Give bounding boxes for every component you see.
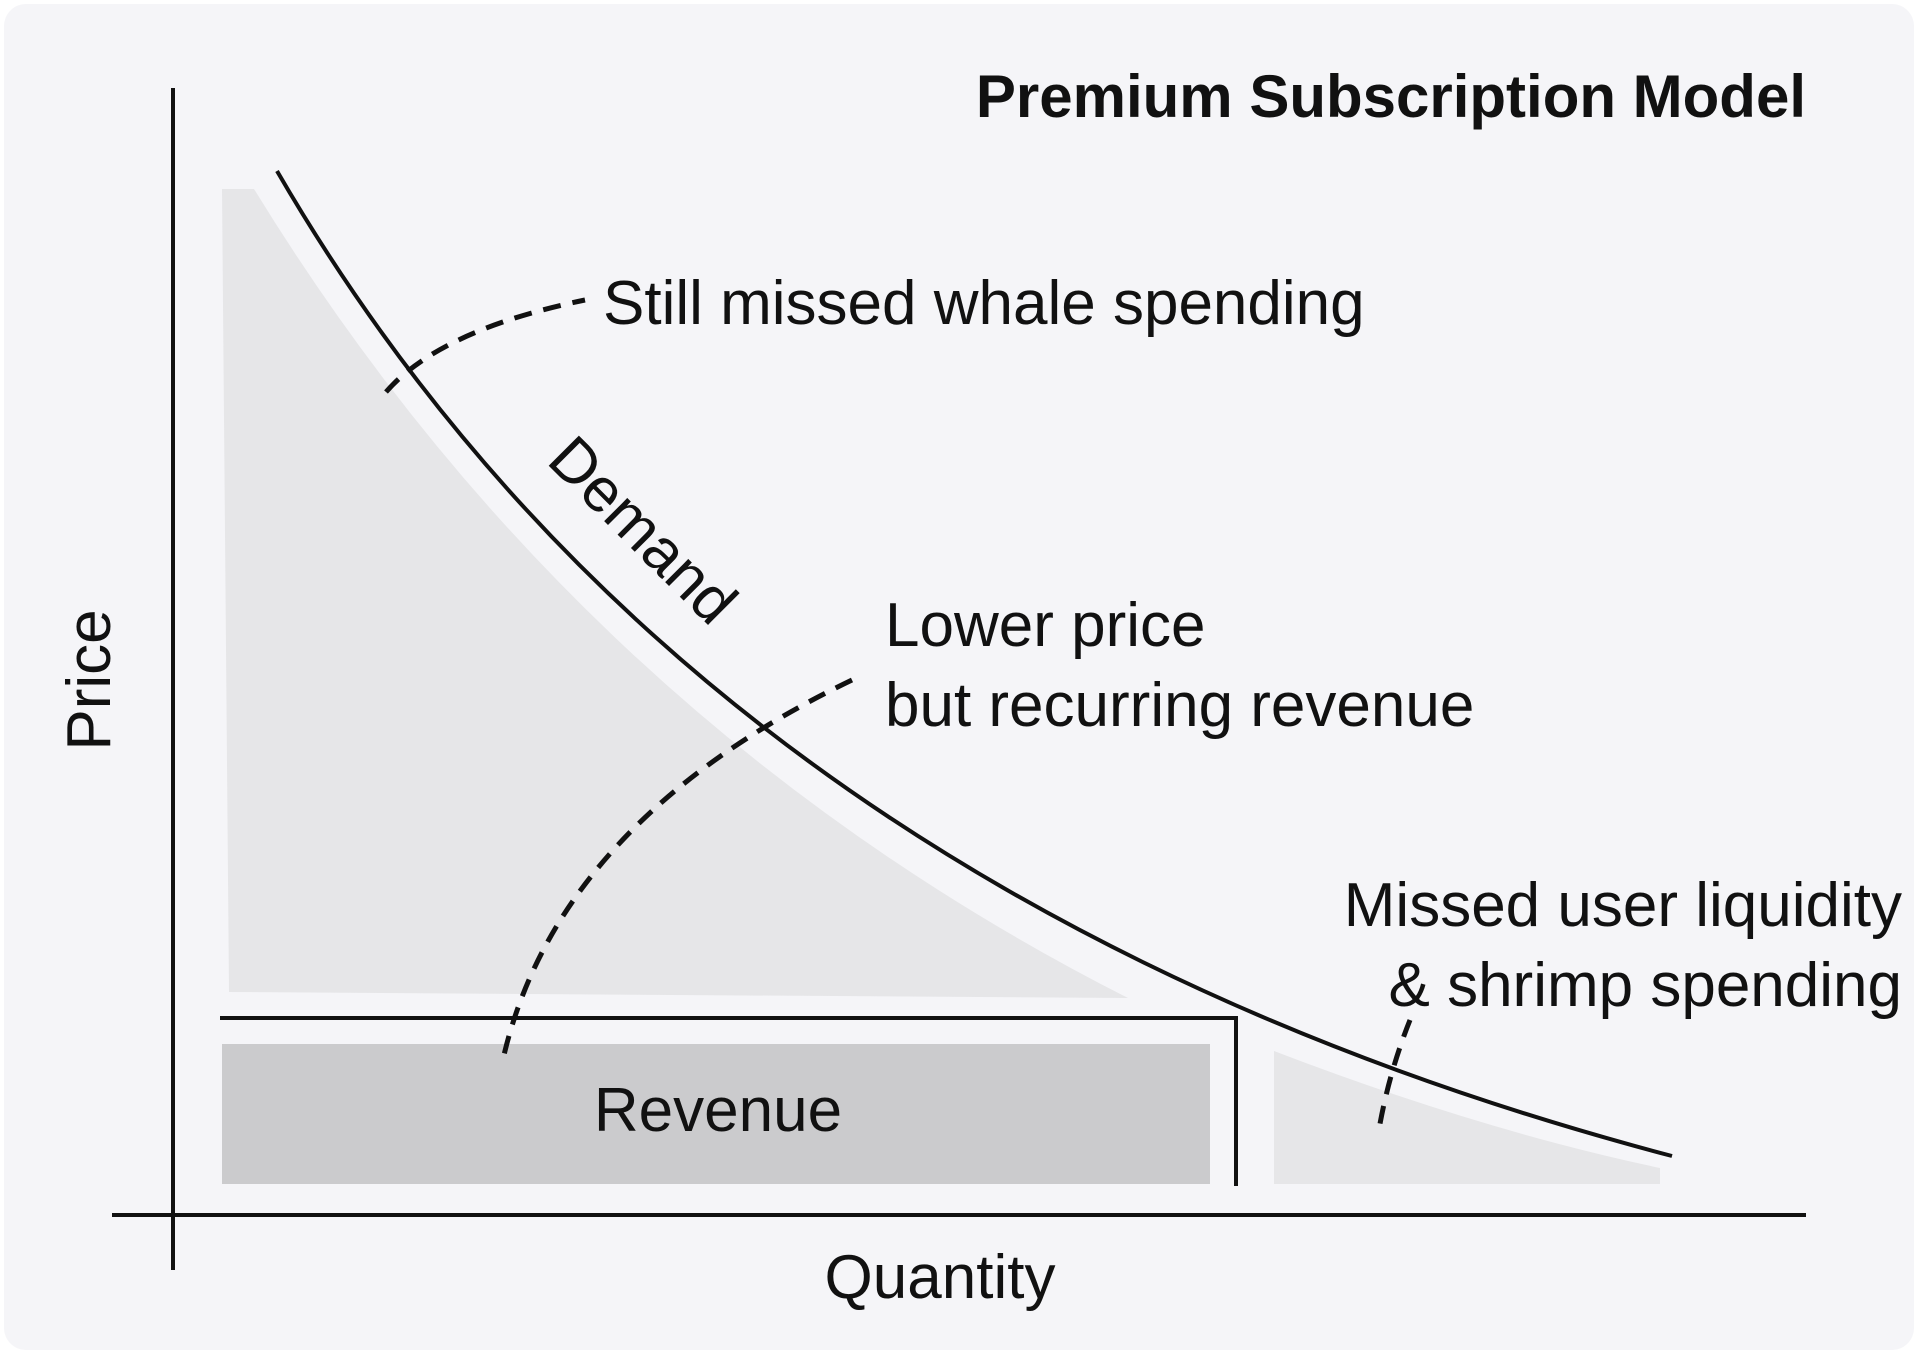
lower-price-leader-line	[501, 677, 854, 1056]
whale-surplus-area	[222, 189, 1128, 998]
lower-price-annotation-line1: Lower price	[885, 591, 1205, 660]
diagram-title: Premium Subscription Model	[976, 63, 1806, 130]
y-axis-label: Price	[55, 609, 124, 750]
missed-annotation-line2: & shrimp spending	[1389, 951, 1903, 1020]
demand-curve	[275, 169, 1673, 1158]
x-axis-label: Quantity	[825, 1243, 1056, 1312]
revenue-label: Revenue	[594, 1076, 842, 1145]
whale-leader-line	[384, 297, 586, 394]
revenue-area	[222, 1044, 1210, 1184]
shrimp-leader-line	[1375, 1019, 1413, 1136]
lower-price-annotation-line2: but recurring revenue	[885, 671, 1474, 740]
missed-annotation-line1: Missed user liquidity	[1344, 871, 1902, 940]
shrimp-surplus-area	[1274, 1051, 1660, 1184]
whale-annotation: Still missed whale spending	[603, 269, 1365, 338]
